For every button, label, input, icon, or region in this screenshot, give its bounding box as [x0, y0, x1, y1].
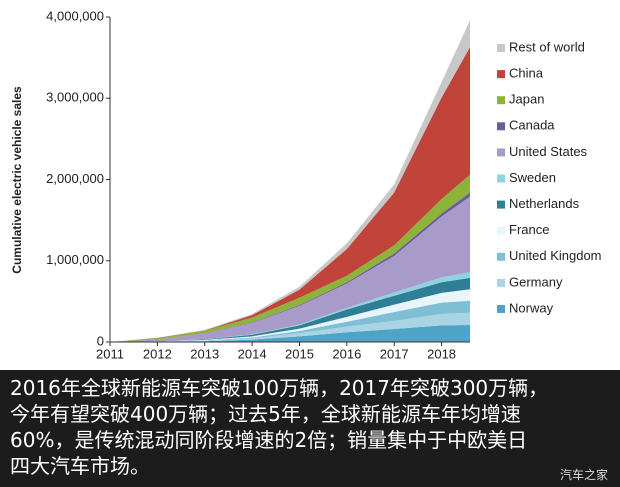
legend-swatch [497, 252, 505, 261]
legend-swatch [497, 96, 505, 105]
area [110, 47, 470, 342]
area [110, 196, 470, 342]
caption: 2016年全球新能源车突破100万辆，2017年突破300万辆， 今年有望突破4… [0, 370, 620, 487]
legend-label: Norway [509, 300, 554, 315]
caption-line: 今年有望突破400万辆；过去5年，全球新能源车年均增速 [10, 402, 521, 426]
area [110, 312, 470, 342]
legend-label: United States [509, 144, 588, 159]
x-tick-label: 2017 [380, 346, 409, 361]
caption-line: 60%，是传统混动同阶段增速的2倍；销量集中于中欧美日 [10, 428, 528, 452]
legend-label: Rest of world [509, 39, 585, 54]
legend-label: France [509, 222, 549, 237]
legend-swatch [497, 200, 505, 209]
legend-swatch [497, 278, 505, 287]
x-tick-label: 2013 [190, 346, 219, 361]
y-tick-label: 3,000,000 [46, 90, 104, 105]
legend-label: Netherlands [509, 196, 580, 211]
area [110, 300, 470, 342]
y-tick-label: 4,000,000 [46, 8, 104, 23]
y-tick-label: 1,000,000 [46, 252, 104, 267]
x-tick-label: 2016 [332, 346, 361, 361]
legend-label: Germany [509, 274, 563, 289]
legend-swatch [497, 305, 505, 313]
area [110, 20, 470, 342]
y-tick-label: 0 [97, 333, 104, 348]
watermark: 汽车之家 [559, 468, 608, 482]
x-tick-label: 2012 [143, 346, 172, 361]
legend-label: Japan [509, 92, 544, 107]
legend-label: Sweden [509, 170, 556, 185]
legend-label: Canada [509, 118, 555, 133]
legend-label: China [509, 66, 544, 81]
legend-label: United Kingdom [509, 248, 602, 263]
legend-swatch [497, 148, 505, 157]
legend-swatch [497, 44, 505, 52]
caption-line: 2016年全球新能源车突破100万辆，2017年突破300万辆， [10, 376, 549, 400]
area [110, 324, 470, 342]
x-tick-label: 2015 [285, 346, 314, 361]
x-tick-label: 2018 [427, 346, 456, 361]
legend-swatch [497, 122, 505, 131]
x-tick-label: 2011 [96, 346, 124, 361]
area [110, 277, 470, 342]
legend-swatch [497, 226, 505, 235]
legend-swatch [497, 70, 505, 79]
y-axis-label: Cumulative electric vehicle sales [10, 86, 24, 274]
caption-line: 四大汽车市场。 [10, 454, 150, 478]
chart: Cumulative electric vehicle sales 0 1,000… [10, 8, 602, 361]
legend-swatch [497, 174, 505, 183]
x-tick-label: 2014 [238, 346, 267, 361]
area [110, 289, 470, 342]
y-tick-label: 2,000,000 [46, 171, 104, 186]
